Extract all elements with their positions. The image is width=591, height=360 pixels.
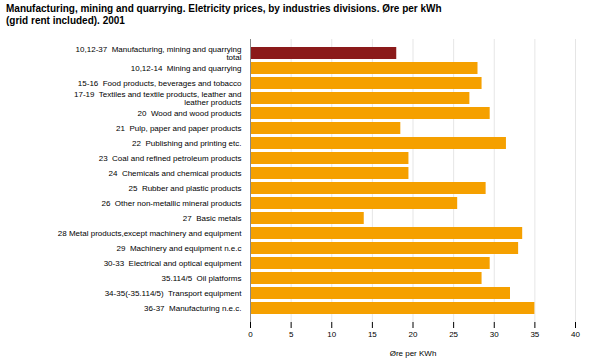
svg-text:10,12-14 Mining and quarrying: 10,12-14 Mining and quarrying [131,64,242,73]
svg-text:21 Pulp, paper and paper prod: 21 Pulp, paper and paper products [116,124,241,133]
svg-text:30-33 Electrical and optical: 30-33 Electrical and optical equipment [104,259,243,268]
svg-text:17-19 Textiles and textile pr: 17-19 Textiles and textile products, lea… [74,90,242,107]
svg-text:15: 15 [368,330,377,339]
svg-text:34-35(-35.114/5) Transport eq: 34-35(-35.114/5) Transport equipment [105,289,243,298]
svg-text:27 Basic metals: 27 Basic metals [183,214,242,223]
svg-text:40: 40 [571,330,580,339]
svg-text:22 Publishing and printing et: 22 Publishing and printing etc. [132,139,241,148]
svg-text:0: 0 [248,330,253,339]
svg-text:23 Coal and refined petroleum: 23 Coal and refined petroleum products [99,154,242,163]
svg-text:30: 30 [490,330,499,339]
svg-text:Øre per KWh: Øre per KWh [390,349,437,358]
svg-text:28 Metal products,except machi: 28 Metal products,except machinery and e… [58,229,242,238]
svg-text:25 Rubber and plastic product: 25 Rubber and plastic products [129,184,242,193]
svg-text:20: 20 [409,330,418,339]
svg-text:24 Chemicals and chemical pro: 24 Chemicals and chemical products [109,169,242,178]
svg-text:35: 35 [530,330,539,339]
svg-text:10,12-37 Manufacturing, minin: 10,12-37 Manufacturing, mining and quarr… [76,45,242,62]
svg-text:5: 5 [289,330,294,339]
svg-text:26 Other non-metallic mineral: 26 Other non-metallic mineral products [101,199,241,208]
html-text:Manufacturing, mining and quar: Manufacturing, mining and quarrying. Ele… [6,3,442,26]
svg-text:36-37 Manufacturing n.e.c.: 36-37 Manufacturing n.e.c. [144,304,241,313]
svg-text:25: 25 [449,330,458,339]
svg-text:35.114/5 Oil platforms: 35.114/5 Oil platforms [162,274,242,283]
svg-text:29 Machinery and equipment n.: 29 Machinery and equipment n.e.c [117,244,242,253]
svg-text:10: 10 [327,330,336,339]
svg-text:15-16 Food products, beverage: 15-16 Food products, beverages and tobac… [78,79,242,88]
svg-text:20 Wood and wood products: 20 Wood and wood products [138,109,242,118]
